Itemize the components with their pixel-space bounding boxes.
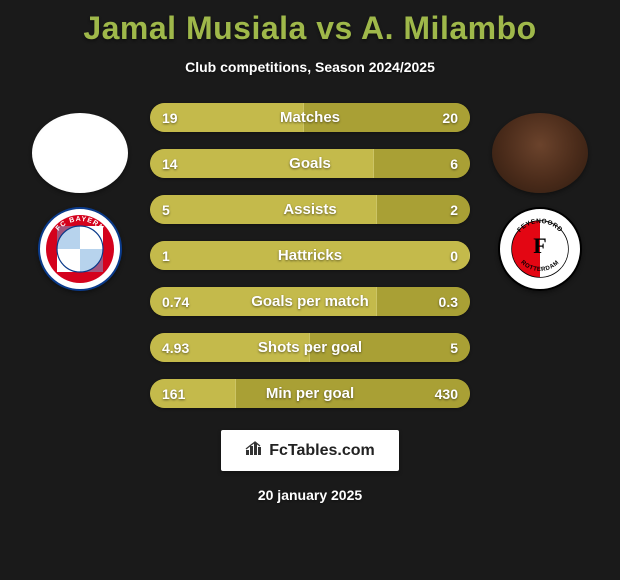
vs-text: vs — [316, 10, 353, 46]
subtitle: Club competitions, Season 2024/2025 — [185, 59, 435, 75]
stat-label: Matches — [150, 109, 470, 126]
stat-value-right: 6 — [450, 156, 458, 172]
stat-value-right: 5 — [450, 340, 458, 356]
stat-value-right: 0 — [450, 248, 458, 264]
stat-label: Goals — [150, 155, 470, 172]
stat-row: 1Hattricks0 — [150, 241, 470, 270]
player1-club-logo: FC BAYERN — [38, 207, 122, 291]
stats-list: 19Matches2014Goals65Assists21Hattricks00… — [150, 103, 470, 408]
comparison-card: Jamal Musiala vs A. Milambo Club competi… — [0, 0, 620, 580]
stat-label: Hattricks — [150, 247, 470, 264]
player1-name: Jamal Musiala — [83, 10, 307, 46]
stat-label: Goals per match — [150, 293, 470, 310]
stat-row: 161Min per goal430 — [150, 379, 470, 408]
stat-value-right: 2 — [450, 202, 458, 218]
stat-row: 14Goals6 — [150, 149, 470, 178]
svg-text:F: F — [533, 233, 546, 258]
stat-row: 5Assists2 — [150, 195, 470, 224]
chart-icon — [245, 440, 263, 461]
brand-label: FcTables.com — [269, 442, 375, 460]
player2-name: A. Milambo — [361, 10, 537, 46]
player2-club-logo: F FEYENOORD ROTTERDAM — [498, 207, 582, 291]
stat-value-right: 20 — [442, 110, 458, 126]
stat-label: Shots per goal — [150, 339, 470, 356]
page-title: Jamal Musiala vs A. Milambo — [83, 10, 536, 47]
player2-avatar — [492, 113, 588, 193]
player1-avatar — [32, 113, 128, 193]
bayern-logo-icon: FC BAYERN — [38, 207, 122, 291]
stat-value-right: 0.3 — [439, 294, 458, 310]
left-column: FC BAYERN — [28, 103, 132, 291]
feyenoord-logo-icon: F FEYENOORD ROTTERDAM — [498, 207, 582, 291]
stat-label: Assists — [150, 201, 470, 218]
right-column: F FEYENOORD ROTTERDAM — [488, 103, 592, 291]
stat-value-right: 430 — [435, 386, 458, 402]
main-layout: FC BAYERN 19Matches2014Goals65Assists21H… — [10, 103, 610, 408]
stat-row: 19Matches20 — [150, 103, 470, 132]
stat-row: 4.93Shots per goal5 — [150, 333, 470, 362]
date-text: 20 january 2025 — [258, 487, 362, 503]
stat-row: 0.74Goals per match0.3 — [150, 287, 470, 316]
stat-label: Min per goal — [150, 385, 470, 402]
brand-badge[interactable]: FcTables.com — [221, 430, 399, 471]
